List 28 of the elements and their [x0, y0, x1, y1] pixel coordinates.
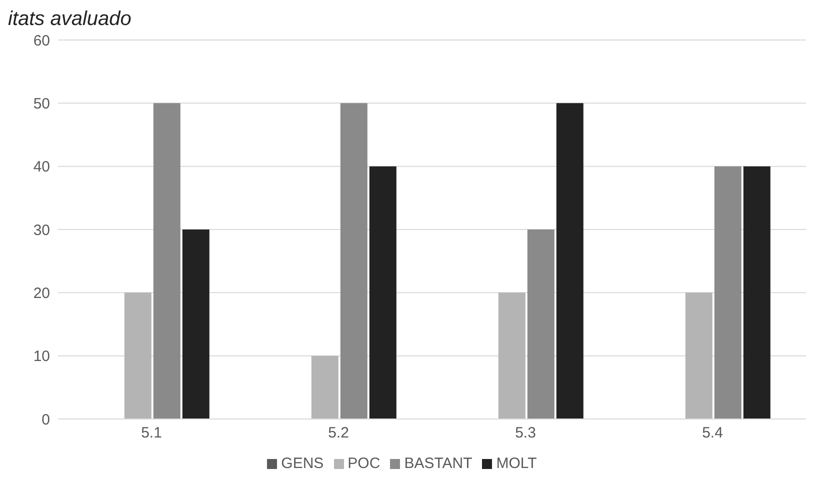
legend-label: MOLT [496, 455, 537, 472]
x-tick-label: 5.2 [328, 424, 349, 442]
y-tick-label: 0 [42, 411, 50, 428]
legend-label: POC [348, 455, 380, 472]
legend-label: GENS [281, 455, 324, 472]
bar [527, 230, 554, 419]
bar [685, 292, 712, 419]
bar [124, 292, 152, 419]
bar [743, 166, 770, 419]
x-tick-label: 5.4 [702, 424, 723, 442]
bar [556, 103, 584, 419]
bar [311, 356, 338, 419]
x-tick-label: 5.1 [141, 424, 162, 442]
y-tick-label: 10 [33, 348, 50, 366]
bar [182, 230, 210, 419]
bar [498, 292, 526, 419]
chart-title: itats avaluado [8, 8, 132, 30]
y-tick-label: 40 [33, 158, 50, 176]
bar [714, 166, 742, 419]
legend-label: BASTANT [404, 455, 472, 472]
bar [340, 103, 368, 419]
y-tick-label: 30 [33, 222, 50, 239]
y-tick-label: 20 [33, 284, 50, 302]
x-tick-label: 5.3 [515, 424, 536, 442]
y-tick-label: 60 [33, 32, 50, 50]
bar [369, 166, 396, 419]
bar [153, 103, 180, 419]
y-tick-label: 50 [33, 95, 50, 112]
